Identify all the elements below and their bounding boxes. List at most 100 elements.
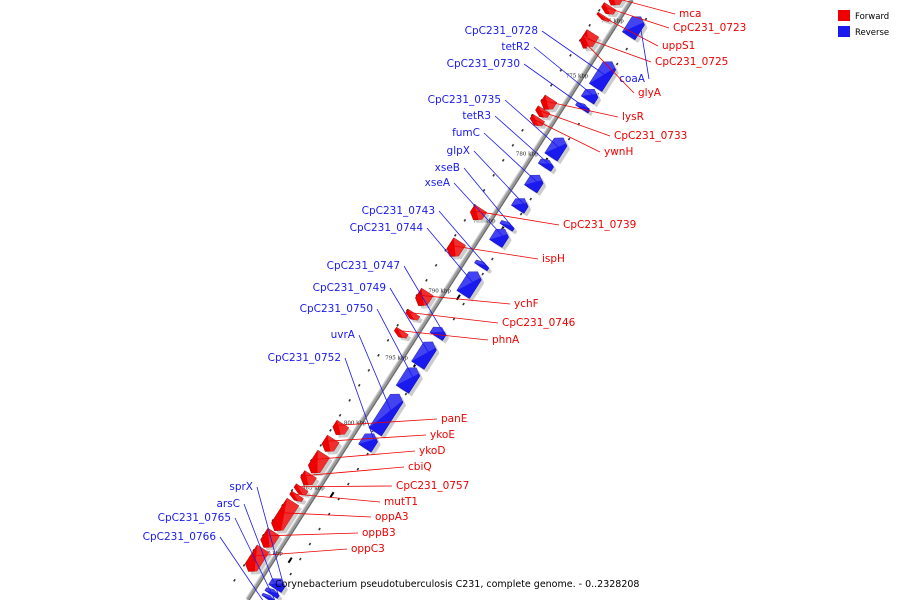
gene-arrow <box>489 228 509 248</box>
gene-arrow <box>393 326 409 339</box>
gene-CpC231_0728[interactable] <box>588 57 619 95</box>
gene-ykoE[interactable] <box>321 434 343 456</box>
minor-tick <box>625 47 629 51</box>
gene-oppC3[interactable] <box>244 544 272 576</box>
kbp-tick-label: 800 kbp <box>344 420 367 426</box>
kbp-tick-label: 775 kbp <box>566 74 589 80</box>
gene-label[interactable]: CpC231_0747 <box>327 260 400 272</box>
gene-ispH[interactable] <box>446 237 469 261</box>
gene-label[interactable]: tetR2 <box>501 41 530 53</box>
gene-highlight <box>499 218 516 227</box>
gene-highlight <box>296 483 309 498</box>
gene-label[interactable]: CpC231_0765 <box>158 512 231 524</box>
gene-label[interactable]: lysR <box>622 111 644 123</box>
gene-label[interactable]: CpC231_0730 <box>447 58 520 70</box>
gene-CpC231_0744[interactable] <box>456 267 485 302</box>
gene-label[interactable]: CpC231_0749 <box>313 282 386 294</box>
gene-label[interactable]: CpC231_0743 <box>362 205 435 217</box>
gene-label[interactable]: CpC231_0752 <box>268 352 341 364</box>
gene-label[interactable]: CpC231_0744 <box>350 222 424 234</box>
gene-label[interactable]: mutT1 <box>384 496 418 508</box>
gene-arrow <box>621 16 645 41</box>
gene-fumC[interactable] <box>524 171 547 196</box>
gene-connector <box>448 244 539 260</box>
gene-CpC231_0765[interactable] <box>261 591 279 600</box>
gene-arrow <box>580 89 599 105</box>
gene-label[interactable]: oppB3 <box>362 527 396 539</box>
gene-label[interactable]: ykoE <box>430 429 455 441</box>
minor-tick <box>329 428 332 432</box>
gene-connector <box>471 210 560 226</box>
gene-label[interactable]: CpC231_0739 <box>563 219 636 231</box>
gene-label[interactable]: CpC231_0735 <box>428 94 501 106</box>
gene-label[interactable]: CpC231_0757 <box>396 480 469 492</box>
gene-connector <box>376 308 417 383</box>
gene-label[interactable]: phnA <box>492 334 520 346</box>
gene-label[interactable]: CpC231_0728 <box>465 25 538 37</box>
minor-tick <box>482 188 486 192</box>
gene-connector <box>256 486 285 588</box>
minor-tick <box>549 83 553 87</box>
gene-label[interactable]: oppC3 <box>351 543 385 555</box>
gene-uvrA[interactable] <box>368 390 406 439</box>
gene-label[interactable]: tetR3 <box>462 110 491 122</box>
minor-tick <box>481 272 485 276</box>
gene-glpX[interactable] <box>510 194 532 217</box>
gene-label[interactable]: cbiQ <box>408 461 432 473</box>
gene-label[interactable]: ychF <box>514 298 539 310</box>
gene-label[interactable]: oppA3 <box>375 511 409 523</box>
gene-label[interactable]: CpC231_0723 <box>673 22 746 34</box>
gene-arrow <box>405 308 421 321</box>
gene-label[interactable]: sprX <box>229 481 253 493</box>
gene-ykoD[interactable] <box>307 449 333 477</box>
gene-label[interactable]: ispH <box>542 253 565 265</box>
gene-panE[interactable] <box>332 419 352 439</box>
minor-tick <box>386 338 390 342</box>
minor-tick <box>356 467 360 471</box>
gene-label[interactable]: CpC231_0733 <box>614 130 687 142</box>
gene-label[interactable]: fumC <box>452 127 480 139</box>
minor-tick <box>588 23 591 27</box>
gene-label[interactable]: mca <box>679 8 701 20</box>
gene-label[interactable]: CpC231_0746 <box>502 317 576 329</box>
gene-oppB3[interactable] <box>260 527 283 552</box>
gene-label[interactable]: CpC231_0725 <box>655 56 728 68</box>
kbp-tick-label: 805 kbp <box>302 486 325 492</box>
gene-CpC231_0743[interactable] <box>474 258 492 274</box>
gene-tetR2[interactable] <box>580 85 602 108</box>
gene-CpC231_0735[interactable] <box>544 133 570 165</box>
gene-label[interactable]: CpC231_0766 <box>143 531 217 543</box>
minor-tick <box>396 323 399 327</box>
minor-tick <box>308 542 312 546</box>
minor-tick <box>377 353 380 357</box>
gene-connector <box>323 434 427 442</box>
gene-label[interactable]: coaA <box>619 73 646 85</box>
gene-tetR3[interactable] <box>537 156 557 175</box>
gene-CpC231_0750[interactable] <box>395 363 423 397</box>
gene-label[interactable]: uvrA <box>331 329 356 341</box>
gene-label[interactable]: panE <box>441 413 467 425</box>
gene-label[interactable]: glpX <box>447 145 470 157</box>
gene-xseA[interactable] <box>489 225 512 251</box>
minor-tick <box>453 233 457 237</box>
gene-CpC231_0746[interactable] <box>405 308 423 324</box>
gene-label[interactable]: uppS1 <box>662 40 695 52</box>
gene-label[interactable]: ywnH <box>604 146 633 158</box>
gene-coaA[interactable] <box>621 12 648 43</box>
gene-label[interactable]: arsC <box>216 498 240 510</box>
gene-label[interactable]: xseA <box>425 177 451 189</box>
gene-arrow <box>456 271 482 299</box>
gene-xseB[interactable] <box>499 218 518 235</box>
gene-mca[interactable] <box>608 0 627 9</box>
minor-tick <box>644 17 648 21</box>
gene-label[interactable]: CpC231_0750 <box>300 303 373 315</box>
gene-phnA[interactable] <box>393 326 412 342</box>
gene-CpC231_0749[interactable] <box>411 337 440 373</box>
gene-connector <box>234 517 276 600</box>
minor-tick <box>567 137 571 141</box>
gene-label[interactable]: glyA <box>638 87 662 99</box>
gene-label[interactable]: xseB <box>435 162 460 174</box>
gene-oppA3[interactable] <box>271 497 302 535</box>
gene-label[interactable]: ykoD <box>419 445 445 457</box>
